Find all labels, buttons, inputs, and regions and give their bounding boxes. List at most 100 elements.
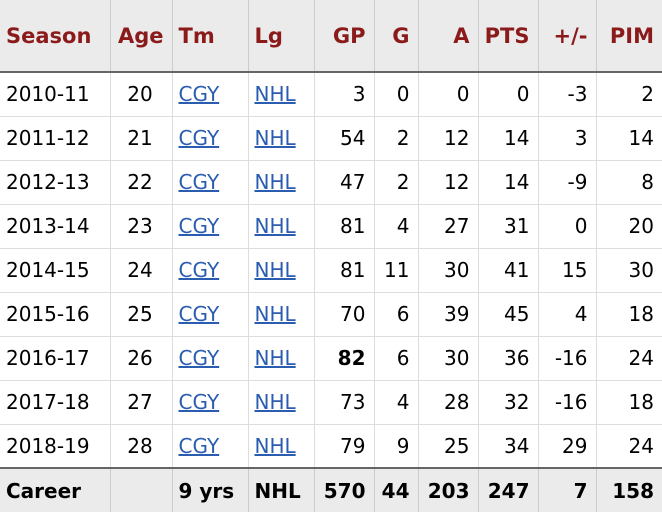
assists-cell: 25 <box>418 424 479 469</box>
league-link[interactable]: NHL <box>254 126 296 150</box>
season-cell: 2012-13 <box>0 160 111 205</box>
points-cell: 14 <box>478 116 539 161</box>
gp-cell: 81 <box>314 248 375 293</box>
table-row: 2015-16 25 CGY NHL 70 6 39 45 4 18 <box>0 292 662 337</box>
points-cell: 14 <box>478 160 539 205</box>
points-cell: 34 <box>478 424 539 469</box>
gp-cell: 54 <box>314 116 375 161</box>
career-totals-row: Career 9 yrs NHL 570 44 203 247 7 158 <box>0 467 662 512</box>
career-label: Career <box>0 467 111 512</box>
pim-cell: 8 <box>596 160 662 205</box>
column-header-goals[interactable]: G <box>374 0 419 73</box>
team-link[interactable]: CGY <box>178 302 220 326</box>
league-link[interactable]: NHL <box>254 214 296 238</box>
career-points-cell: 247 <box>478 467 539 512</box>
column-header-team[interactable]: Tm <box>172 0 249 73</box>
team-link[interactable]: CGY <box>178 82 220 107</box>
age-cell: 22 <box>110 160 173 205</box>
plus-minus-cell: 29 <box>538 424 597 469</box>
plus-minus-cell: 3 <box>538 116 597 161</box>
age-cell: 26 <box>110 336 173 381</box>
league-link[interactable]: NHL <box>254 433 296 458</box>
assists-cell: 30 <box>418 248 479 293</box>
gp-cell: 3 <box>314 72 375 117</box>
column-header-age[interactable]: Age <box>110 0 173 73</box>
season-cell: 2014-15 <box>0 248 111 293</box>
age-cell: 25 <box>110 292 173 337</box>
season-cell: 2013-14 <box>0 204 111 249</box>
team-cell: CGY <box>172 248 249 293</box>
team-link[interactable]: CGY <box>178 126 220 150</box>
team-link[interactable]: CGY <box>178 390 220 414</box>
pim-cell: 24 <box>596 336 662 381</box>
table-row: 2016-17 26 CGY NHL 82 6 30 36 -16 24 <box>0 336 662 381</box>
assists-cell: 12 <box>418 160 479 205</box>
team-cell: CGY <box>172 116 249 161</box>
pim-cell: 2 <box>596 72 662 117</box>
column-header-gp[interactable]: GP <box>314 0 375 73</box>
pim-cell: 14 <box>596 116 662 161</box>
goals-cell: 4 <box>374 380 419 425</box>
gp-cell: 70 <box>314 292 375 337</box>
season-cell: 2010-11 <box>0 72 111 117</box>
team-link[interactable]: CGY <box>178 170 220 194</box>
league-cell: NHL <box>248 336 315 381</box>
plus-minus-cell: -9 <box>538 160 597 205</box>
assists-cell: 27 <box>418 204 479 249</box>
team-link[interactable]: CGY <box>178 258 220 282</box>
team-link[interactable]: CGY <box>178 433 220 458</box>
team-link[interactable]: CGY <box>178 346 220 370</box>
team-cell: CGY <box>172 380 249 425</box>
plus-minus-cell: -16 <box>538 380 597 425</box>
plus-minus-cell: -16 <box>538 336 597 381</box>
career-years-cell: 9 yrs <box>172 467 249 512</box>
table-row: 2011-12 21 CGY NHL 54 2 12 14 3 14 <box>0 116 662 161</box>
plus-minus-cell: -3 <box>538 72 597 117</box>
points-cell: 32 <box>478 380 539 425</box>
goals-cell: 11 <box>374 248 419 293</box>
table-row: 2012-13 22 CGY NHL 47 2 12 14 -9 8 <box>0 160 662 205</box>
gp-cell: 79 <box>314 424 375 469</box>
gp-cell: 47 <box>314 160 375 205</box>
league-cell: NHL <box>248 424 315 469</box>
column-header-plus-minus[interactable]: +/- <box>538 0 597 73</box>
career-goals-cell: 44 <box>374 467 419 512</box>
column-header-pim[interactable]: PIM <box>596 0 662 73</box>
assists-cell: 30 <box>418 336 479 381</box>
column-header-points[interactable]: PTS <box>478 0 539 73</box>
season-cell: 2011-12 <box>0 116 111 161</box>
plus-minus-cell: 4 <box>538 292 597 337</box>
column-header-league[interactable]: Lg <box>248 0 315 73</box>
assists-cell: 12 <box>418 116 479 161</box>
league-cell: NHL <box>248 204 315 249</box>
league-link[interactable]: NHL <box>254 302 296 326</box>
league-link[interactable]: NHL <box>254 390 296 414</box>
league-link[interactable]: NHL <box>254 346 296 370</box>
league-cell: NHL <box>248 292 315 337</box>
plus-minus-cell: 15 <box>538 248 597 293</box>
season-cell: 2015-16 <box>0 292 111 337</box>
pim-cell: 30 <box>596 248 662 293</box>
points-cell: 45 <box>478 292 539 337</box>
career-gp-cell: 570 <box>314 467 375 512</box>
league-link[interactable]: NHL <box>254 82 296 107</box>
assists-cell: 28 <box>418 380 479 425</box>
goals-cell: 6 <box>374 292 419 337</box>
pim-cell: 24 <box>596 424 662 469</box>
gp-cell: 81 <box>314 204 375 249</box>
team-link[interactable]: CGY <box>178 214 220 238</box>
league-link[interactable]: NHL <box>254 258 296 282</box>
table-row: 2013-14 23 CGY NHL 81 4 27 31 0 20 <box>0 204 662 249</box>
goals-cell: 4 <box>374 204 419 249</box>
column-header-season[interactable]: Season <box>0 0 111 73</box>
points-cell: 36 <box>478 336 539 381</box>
plus-minus-cell: 0 <box>538 204 597 249</box>
table-row: 2010-11 20 CGY NHL 3 0 0 0 -3 2 <box>0 72 662 117</box>
table-row: 2017-18 27 CGY NHL 73 4 28 32 -16 18 <box>0 380 662 425</box>
league-link[interactable]: NHL <box>254 170 296 194</box>
column-header-assists[interactable]: A <box>418 0 479 73</box>
goals-cell: 2 <box>374 116 419 161</box>
age-cell: 28 <box>110 424 173 469</box>
goals-cell: 2 <box>374 160 419 205</box>
